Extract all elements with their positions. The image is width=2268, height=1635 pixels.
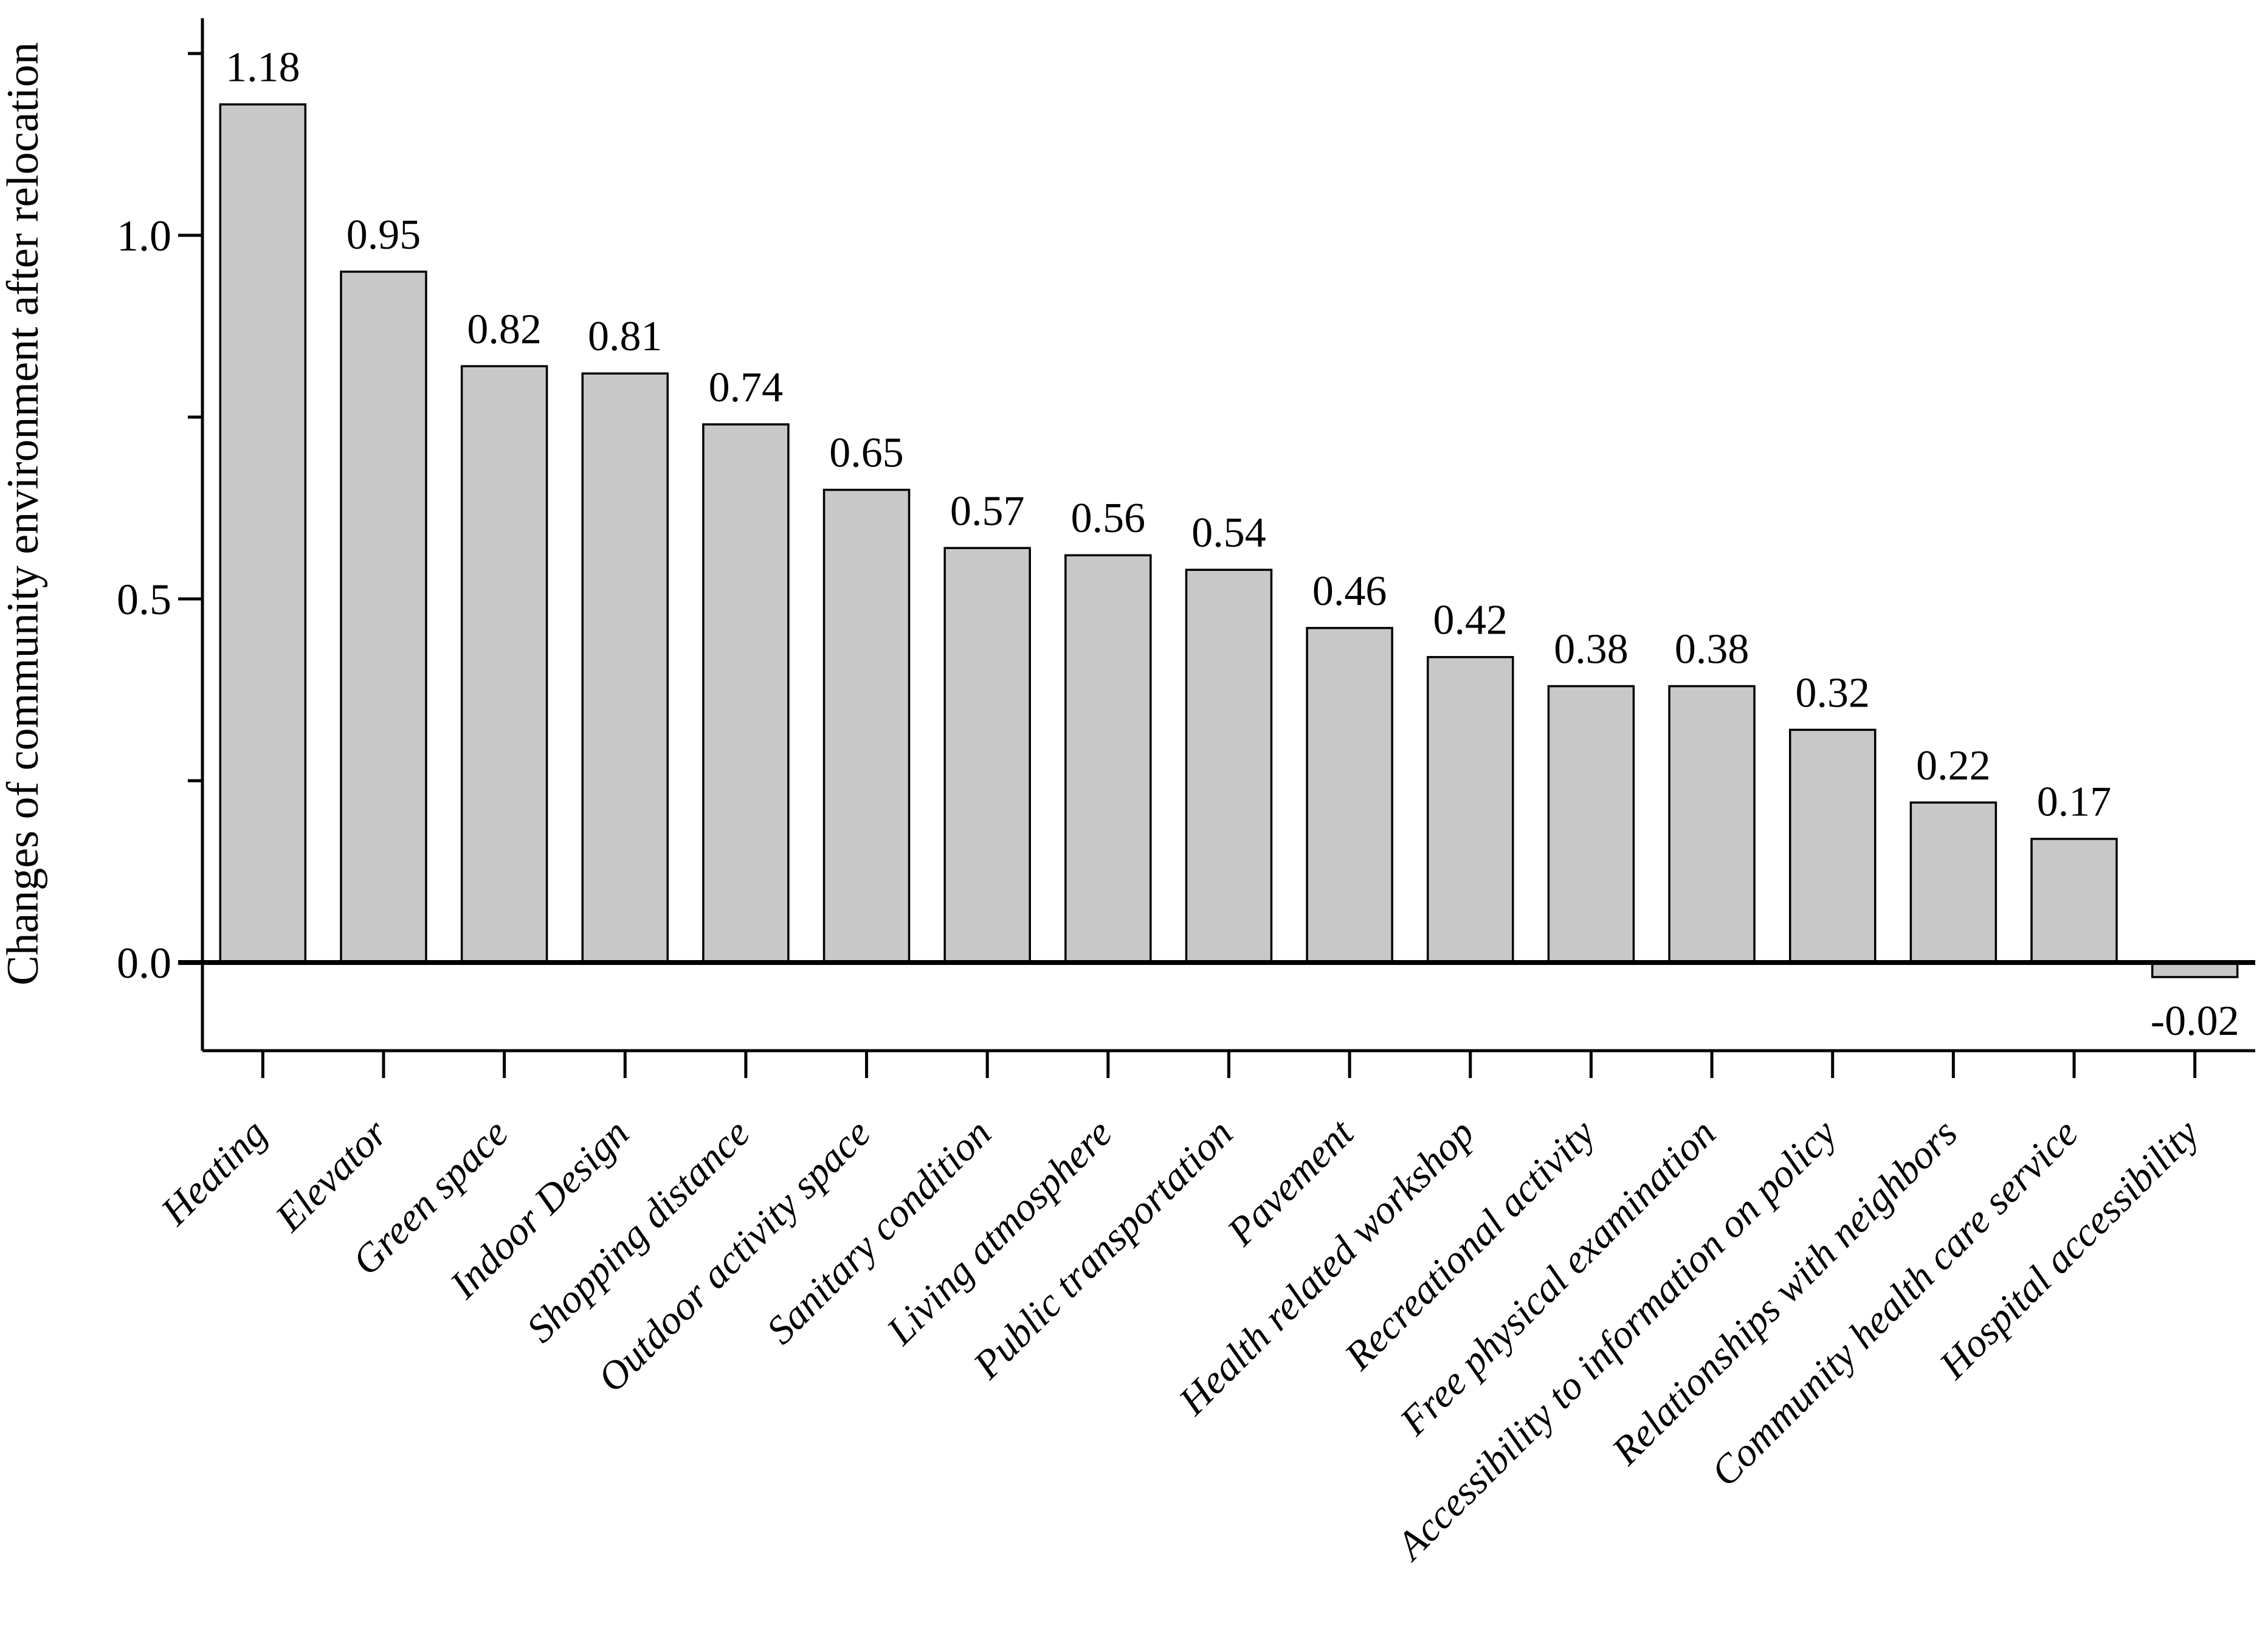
bar-value-label: 0.46	[1312, 568, 1387, 615]
bar-value-label: 0.65	[829, 430, 904, 477]
bar-value-label: 0.81	[588, 313, 663, 360]
bar	[1306, 627, 1393, 964]
bar-value-label: 0.17	[2037, 779, 2112, 826]
bar-value-label: 0.54	[1191, 510, 1266, 556]
bar	[1788, 728, 1877, 964]
y-tick-label: 0.0	[117, 939, 171, 987]
bar	[822, 488, 911, 964]
bar-value-label: 0.95	[346, 212, 421, 258]
bar-value-label: 0.74	[709, 364, 784, 411]
bar	[581, 372, 669, 964]
bar	[1668, 685, 1756, 964]
bar	[1064, 554, 1152, 964]
bar-value-label: 0.42	[1433, 597, 1508, 644]
bar	[1427, 655, 1514, 964]
bar-value-label: 0.82	[467, 306, 542, 353]
bar-value-label: 0.38	[1554, 626, 1629, 673]
bar	[460, 365, 548, 964]
bar-value-label: 0.32	[1795, 669, 1870, 716]
y-axis-title: Changes of community environment after r…	[0, 42, 48, 985]
bar-value-label: 1.18	[226, 44, 300, 91]
x-category-label: Accessibility to information on policy	[1387, 1110, 1846, 1569]
bar	[340, 271, 427, 964]
bar	[1185, 569, 1273, 964]
bar-value-label: -0.02	[2151, 998, 2239, 1045]
bar	[702, 423, 790, 964]
bar	[2030, 837, 2118, 964]
bar-value-label: 0.57	[950, 488, 1025, 534]
bar-value-label: 0.56	[1071, 495, 1146, 542]
y-tick-label: 1.0	[117, 212, 171, 260]
bar-value-label: 0.22	[1916, 742, 1991, 789]
bar	[943, 547, 1031, 964]
bars-layer	[219, 103, 2239, 978]
x-category-label: Sanitary condition	[758, 1111, 1000, 1353]
bar-value-label: 0.38	[1675, 626, 1749, 673]
x-category-label: Living atmosphere	[878, 1111, 1120, 1353]
bar	[1547, 685, 1635, 964]
bar	[1909, 801, 1997, 964]
x-category-label: Shopping distance	[518, 1111, 758, 1351]
y-tick-label: 0.5	[117, 575, 171, 624]
x-category-label: Heating	[152, 1111, 275, 1234]
bar	[219, 103, 307, 964]
axes-layer	[178, 18, 2255, 1078]
